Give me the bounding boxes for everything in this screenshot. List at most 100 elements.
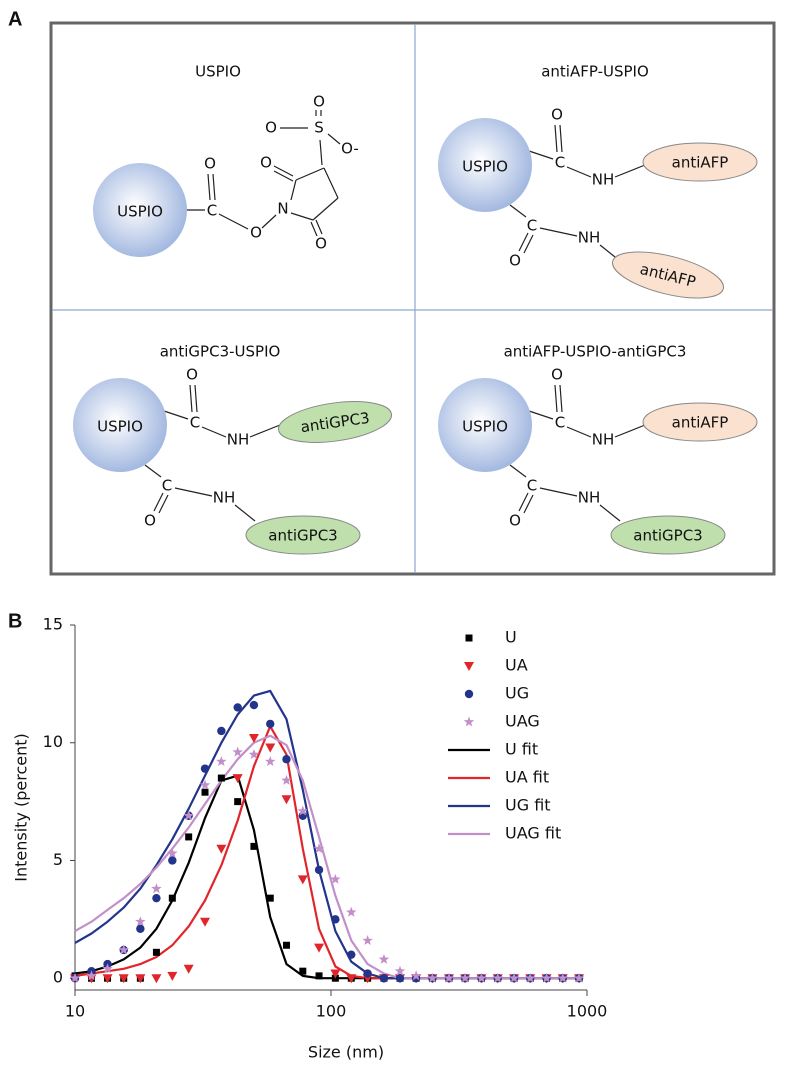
point [492, 972, 503, 983]
bond [189, 384, 193, 413]
legend-label: UG fit [505, 796, 551, 815]
bond [566, 166, 592, 178]
label: O [551, 366, 563, 384]
point [151, 974, 162, 984]
point [118, 974, 129, 984]
legend-label: U [505, 628, 517, 647]
x-tick-label: 1000 [567, 1002, 608, 1021]
point [266, 894, 274, 902]
bond [566, 426, 592, 438]
bond [319, 139, 323, 166]
point [541, 972, 552, 983]
label: C [207, 202, 217, 220]
chart: 0 5 10 15 10 100 1000 Size (nm) Intensity (perce… [12, 615, 608, 1062]
bond [218, 213, 249, 230]
point [167, 971, 178, 981]
label: S [314, 119, 324, 137]
antibody: antiGPC3 [610, 515, 726, 555]
point [410, 970, 422, 981]
label: NH [578, 489, 601, 507]
point [168, 894, 176, 902]
point [167, 847, 178, 858]
bond [323, 167, 339, 199]
label: O [144, 512, 156, 530]
point [459, 972, 471, 983]
label: C [555, 154, 565, 172]
bond [273, 170, 294, 182]
antibody-shape [277, 401, 393, 443]
point [233, 703, 242, 712]
diagram-frame [49, 21, 776, 576]
point [152, 893, 161, 903]
antibody: antiAFP [612, 251, 724, 299]
point [395, 974, 405, 983]
point [168, 856, 177, 865]
point [573, 972, 585, 983]
bond [158, 494, 169, 514]
label: O [509, 512, 521, 530]
bond [310, 221, 318, 237]
bond [290, 212, 314, 221]
point [394, 965, 406, 976]
point [557, 972, 568, 983]
point [217, 774, 225, 782]
antibody-shape [642, 142, 758, 182]
point [314, 943, 325, 953]
label: antiGPC3-USPIO [160, 343, 281, 361]
label: O [313, 93, 325, 111]
particle [93, 163, 187, 257]
point [118, 944, 129, 955]
point [135, 916, 146, 927]
bond [315, 219, 323, 235]
panel-label: A [8, 8, 22, 30]
bond [528, 410, 554, 420]
bond [249, 424, 281, 438]
legend-label: UA fit [505, 768, 549, 787]
label: USPIO [462, 418, 508, 436]
point [217, 726, 226, 736]
y-tick-label: 15 [43, 615, 63, 634]
label: C [162, 477, 172, 495]
point [362, 935, 373, 945]
legend-label: UA [505, 656, 528, 675]
legend-label: UAG fit [505, 824, 561, 843]
label: C [555, 414, 565, 432]
legend-label: UG [505, 684, 529, 703]
point [464, 689, 474, 699]
point [135, 974, 146, 984]
label: C [190, 414, 200, 432]
point [216, 756, 227, 767]
bond [207, 173, 211, 201]
point [183, 964, 194, 974]
bond [509, 204, 527, 218]
label: NH [592, 171, 615, 189]
legend-label: UAG [505, 712, 540, 731]
particle [438, 118, 532, 212]
label: O [260, 154, 272, 172]
point [248, 749, 260, 759]
point [86, 974, 97, 984]
bond [518, 232, 529, 252]
label: NH [592, 431, 615, 449]
bond [261, 214, 277, 229]
point [183, 810, 194, 821]
x-tick-label: 100 [316, 1002, 347, 1021]
label: USPIO [97, 418, 143, 436]
point [69, 972, 81, 983]
label: USPIO [195, 63, 241, 81]
antibody-label: antiGPC3 [268, 527, 337, 545]
bond [523, 234, 534, 254]
bond [327, 133, 341, 145]
point [200, 764, 210, 773]
point [234, 798, 242, 806]
bond [614, 164, 646, 178]
point [508, 972, 520, 983]
point [314, 865, 324, 875]
point [330, 873, 341, 884]
bond [201, 426, 227, 438]
bond [614, 424, 646, 438]
antibody: antiGPC3 [245, 515, 361, 555]
point [464, 662, 474, 671]
bond [539, 227, 578, 237]
point [201, 788, 209, 796]
